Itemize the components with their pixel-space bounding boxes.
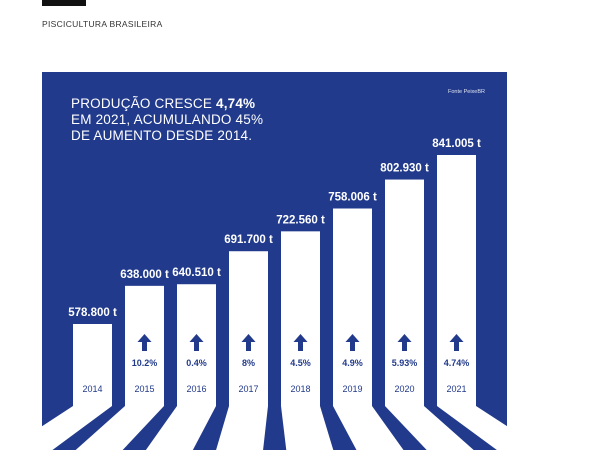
up-arrow-icon: [137, 334, 152, 351]
up-arrow-icon: [449, 334, 464, 351]
headline-highlight: 4,74%: [215, 96, 256, 111]
bar: [229, 251, 268, 406]
up-arrow-icon: [241, 334, 256, 351]
floor-stripe: [437, 406, 507, 450]
bar-value-label: 722.560 t: [276, 214, 325, 226]
floor-stripe: [75, 406, 164, 450]
bar-chart: 578.800 t 2014 638.000 t 2015 10.2% 640.510 t…: [42, 138, 507, 450]
growth-label: 0.4%: [186, 358, 207, 368]
year-label: 2015: [134, 384, 154, 394]
up-arrow-icon: [397, 334, 412, 351]
year-label: 2020: [394, 384, 414, 394]
up-arrow-icon: [189, 334, 204, 351]
chart-panel: PRODUÇÃO CRESCE 4,74% EM 2021, ACUMULAND…: [42, 72, 507, 450]
source-note: Fonte PeixeBR: [448, 89, 485, 95]
section-label: PISCICULTURA BRASILEIRA: [42, 19, 163, 29]
floor-stripe: [42, 406, 112, 450]
floor-stripe: [145, 406, 216, 450]
bar: [281, 231, 320, 406]
headline-line1-text: PRODUÇÃO CRESCE: [71, 96, 216, 111]
year-label: 2017: [238, 384, 258, 394]
bar-value-label: 638.000 t: [120, 269, 169, 281]
bar: [73, 324, 112, 406]
year-label: 2016: [186, 384, 206, 394]
growth-label: 10.2%: [132, 358, 158, 368]
chart-headline: PRODUÇÃO CRESCE 4,74% EM 2021, ACUMULAND…: [71, 96, 263, 144]
year-label: 2014: [82, 384, 102, 394]
logo-block: [42, 0, 86, 6]
bar-value-label: 802.930 t: [380, 163, 429, 175]
up-arrow-icon: [345, 334, 360, 351]
bar: [333, 208, 372, 406]
floor-stripe: [281, 406, 334, 450]
year-label: 2021: [446, 384, 466, 394]
bar: [385, 179, 424, 406]
floor-stripe: [333, 406, 404, 450]
bar: [437, 155, 476, 406]
year-label: 2018: [290, 384, 310, 394]
growth-label: 4.74%: [444, 358, 470, 368]
headline-line2: EM 2021, ACUMULANDO 45%: [71, 112, 264, 127]
growth-label: 8%: [242, 358, 255, 368]
growth-label: 4.9%: [342, 358, 363, 368]
growth-label: 4.5%: [290, 358, 311, 368]
growth-label: 5.93%: [392, 358, 418, 368]
bar-value-label: 758.006 t: [328, 191, 377, 203]
bar-value-label: 578.800 t: [68, 307, 117, 319]
bar-value-label: 691.700 t: [224, 234, 273, 246]
headline-line3: DE AUMENTO DESDE 2014.: [71, 128, 253, 143]
year-label: 2019: [342, 384, 362, 394]
up-arrow-icon: [293, 334, 308, 351]
floor-stripe: [385, 406, 474, 450]
bar-value-label: 640.510 t: [172, 267, 221, 279]
floor-stripe: [216, 406, 268, 450]
bar-value-label: 841.005 t: [432, 138, 481, 150]
